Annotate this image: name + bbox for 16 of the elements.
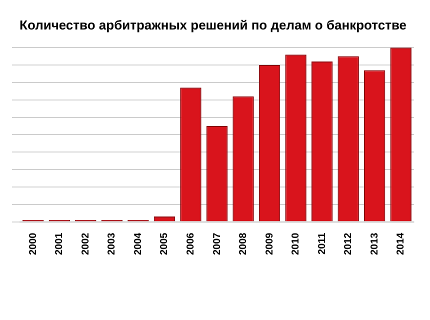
x-tick-label: 2005 (159, 232, 170, 256)
chart-title: Количество арбитражных решений по делам о банкротстве (20, 17, 406, 32)
x-tick-label: 2000 (28, 232, 39, 256)
x-tick-label: 2007 (212, 232, 223, 256)
x-tick-label: 2010 (290, 232, 302, 256)
x-tick-label: 2008 (238, 232, 250, 256)
x-tick-label: 2004 (132, 232, 144, 256)
x-tick-label: 2011 (316, 232, 328, 254)
x-tick-label: 2012 (343, 232, 354, 256)
x-tick-label: 2002 (80, 232, 92, 256)
x-tick-label: 2001 (54, 232, 66, 256)
x-tick-label: 2009 (264, 232, 276, 256)
x-tick-label: 2003 (106, 232, 118, 256)
x-tick-label: 2014 (396, 232, 407, 256)
x-tick-label: 2006 (185, 232, 196, 256)
x-tick-label: 2013 (369, 232, 380, 256)
